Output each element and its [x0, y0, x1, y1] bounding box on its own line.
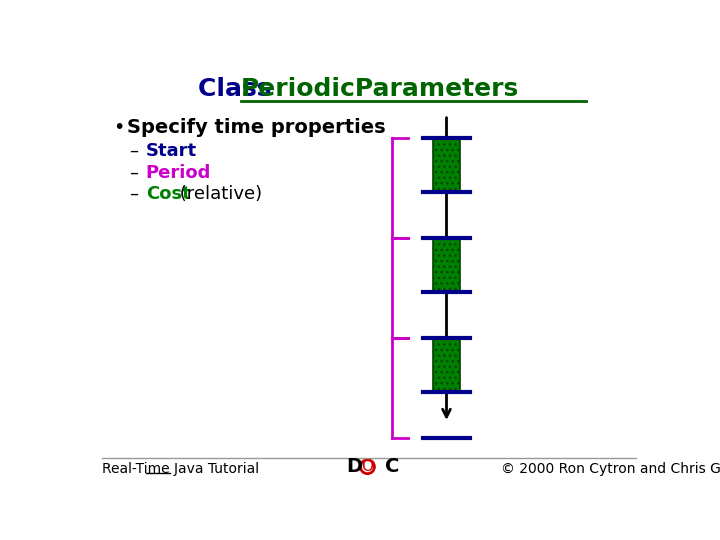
Text: –: –	[129, 185, 138, 203]
Text: O: O	[361, 459, 374, 474]
Text: –: –	[129, 164, 138, 181]
Text: (relative): (relative)	[174, 185, 262, 203]
Bar	[433, 138, 461, 192]
Text: –: –	[129, 142, 138, 160]
Text: Cost: Cost	[145, 185, 191, 203]
Text: Period: Period	[145, 164, 211, 181]
Text: •: •	[113, 118, 125, 138]
Text: C: C	[384, 457, 399, 476]
Text: Start: Start	[145, 142, 197, 160]
Text: D: D	[346, 457, 362, 476]
Text: Real-Time Java Tutorial: Real-Time Java Tutorial	[102, 462, 258, 476]
Text: Specify time properties: Specify time properties	[127, 118, 386, 138]
Text: PeriodicParameters: PeriodicParameters	[241, 77, 519, 102]
Text: Class: Class	[199, 77, 281, 102]
Text: © 2000 Ron Cytron and Chris Gill: © 2000 Ron Cytron and Chris Gill	[500, 462, 720, 476]
Bar	[433, 338, 461, 392]
Bar	[433, 238, 461, 292]
